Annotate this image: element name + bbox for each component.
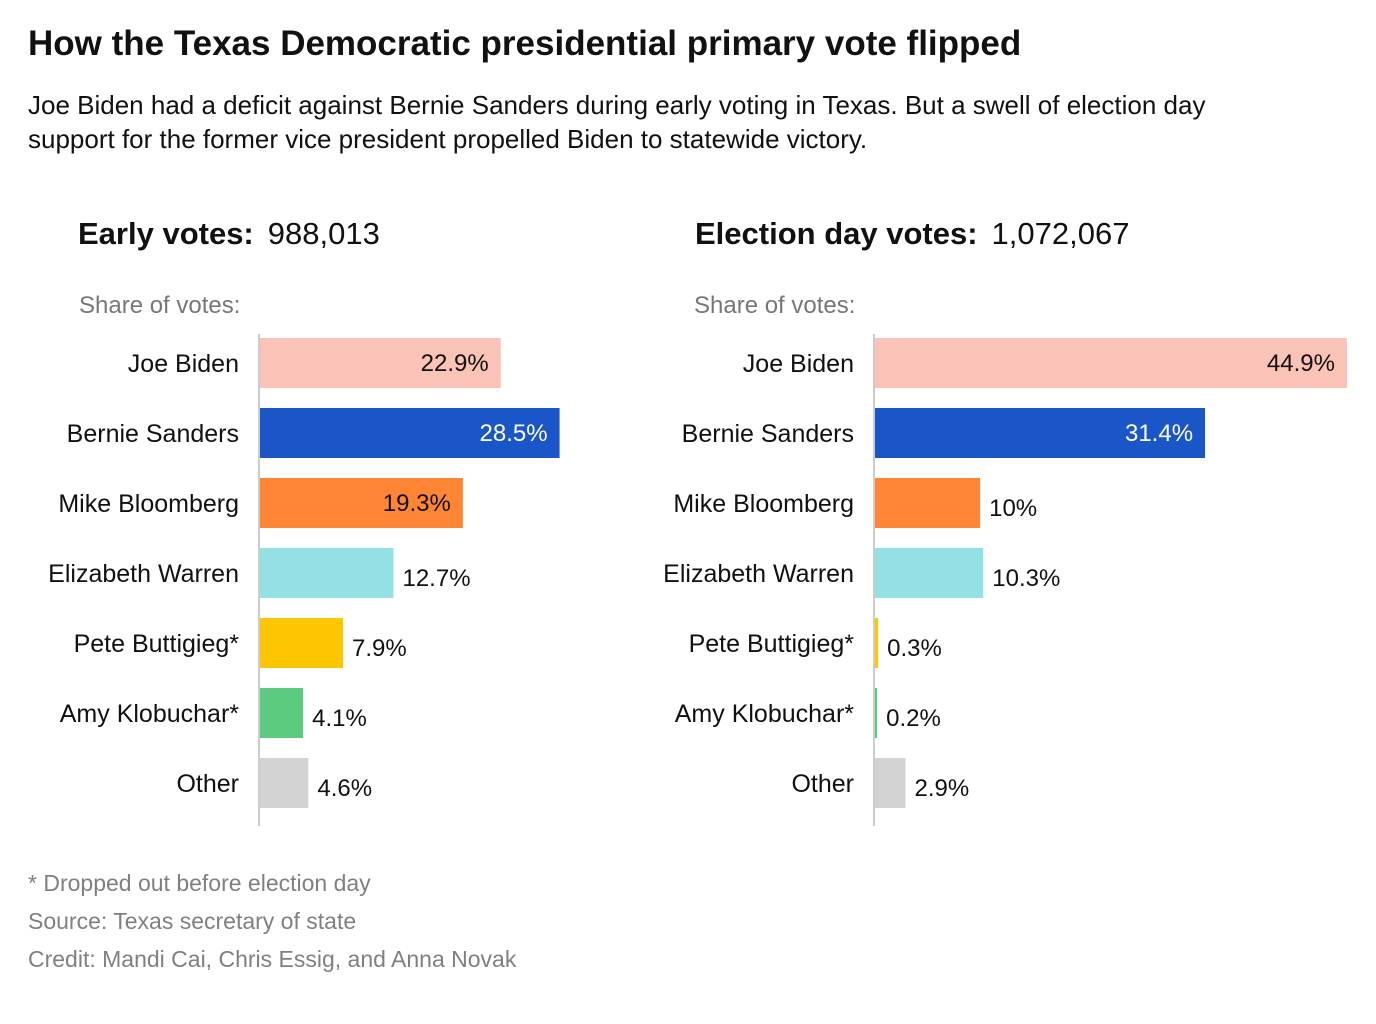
election-day-value-label-mike-bloomberg: 10%: [989, 495, 1037, 522]
election-day-share-label: Share of votes:: [694, 292, 856, 319]
early-bar-bernie-sanders: [260, 408, 560, 458]
early-value-label-other: 4.6%: [317, 775, 372, 802]
early-value-label-joe-biden: 22.9%: [421, 350, 489, 377]
early-bar-joe-biden: [260, 338, 501, 388]
early-category-label-pete-buttigieg: Pete Buttigieg*: [74, 630, 240, 658]
election-day-panel: Election day votes: 1,072,067 Share of vo…: [615, 210, 1347, 830]
election-day-total: 1,072,067: [991, 216, 1130, 251]
election-day-label: Election day votes:: [695, 216, 978, 251]
election-day-bar-chart: Joe Biden 44.9% Bernie Sanders 31.4% Mike Bl…: [663, 334, 1347, 826]
election-day-category-label-mike-bloomberg: Mike Bloomberg: [673, 490, 854, 518]
election-day-category-label-other: Other: [791, 770, 854, 798]
early-category-label-bernie-sanders: Bernie Sanders: [67, 420, 239, 448]
early-category-label-mike-bloomberg: Mike Bloomberg: [58, 490, 239, 518]
early-category-label-joe-biden: Joe Biden: [128, 350, 239, 378]
early-share-label: Share of votes:: [79, 292, 241, 319]
election-day-value-label-joe-biden: 44.9%: [1267, 350, 1335, 377]
election-day-value-label-other: 2.9%: [914, 775, 969, 802]
election-day-category-label-elizabeth-warren: Elizabeth Warren: [663, 560, 854, 588]
election-day-value-label-pete-buttigieg: 0.3%: [887, 635, 942, 662]
early-value-label-pete-buttigieg: 7.9%: [352, 635, 407, 662]
early-value-label-mike-bloomberg: 19.3%: [383, 490, 451, 517]
election-day-category-label-bernie-sanders: Bernie Sanders: [682, 420, 854, 448]
election-day-bar-mike-bloomberg: [875, 478, 981, 528]
election-day-value-label-amy-klobuchar: 0.2%: [886, 705, 941, 732]
election-day-bar-other: [875, 758, 906, 808]
early-value-label-amy-klobuchar: 4.1%: [312, 705, 367, 732]
election-day-bar-pete-buttigieg: [875, 618, 879, 668]
early-votes-header: Early votes: 988,013: [78, 216, 380, 252]
early-bar-other: [260, 758, 309, 808]
footnote-source: Source: Texas secretary of state: [28, 908, 357, 934]
early-category-label-other: Other: [176, 770, 239, 798]
early-bar-amy-klobuchar: [260, 688, 304, 738]
early-category-label-amy-klobuchar: Amy Klobuchar*: [60, 700, 240, 728]
early-category-label-elizabeth-warren: Elizabeth Warren: [48, 560, 239, 588]
election-day-bar-elizabeth-warren: [875, 548, 984, 598]
election-day-category-label-amy-klobuchar: Amy Klobuchar*: [675, 700, 855, 728]
early-votes-panel: Early votes: 988,013 Share of votes: Joe …: [0, 210, 700, 830]
election-day-bar-amy-klobuchar: [875, 688, 878, 738]
election-day-value-label-bernie-sanders: 31.4%: [1125, 420, 1193, 447]
early-votes-label: Early votes:: [78, 216, 254, 251]
chart-subtitle: Joe Biden had a deficit against Bernie S…: [28, 90, 1206, 154]
early-votes-bar-chart: Joe Biden 22.9% Bernie Sanders 28.5% Mike Bl…: [48, 334, 560, 826]
election-day-bar-bernie-sanders: [875, 408, 1206, 458]
footnote-dropped-out: * Dropped out before election day: [28, 870, 371, 896]
election-day-header: Election day votes: 1,072,067: [695, 216, 1129, 252]
election-day-category-label-joe-biden: Joe Biden: [743, 350, 854, 378]
election-day-category-label-pete-buttigieg: Pete Buttigieg*: [689, 630, 855, 658]
footnote-credit: Credit: Mandi Cai, Chris Essig, and Anna…: [28, 946, 517, 972]
election-day-value-label-elizabeth-warren: 10.3%: [992, 565, 1060, 592]
footnotes: * Dropped out before election day Source…: [28, 864, 516, 978]
election-day-bar-joe-biden: [875, 338, 1347, 388]
early-bar-pete-buttigieg: [260, 618, 344, 668]
early-bar-mike-bloomberg: [260, 478, 463, 528]
early-value-label-elizabeth-warren: 12.7%: [402, 565, 470, 592]
early-value-label-bernie-sanders: 28.5%: [480, 420, 548, 447]
early-bar-elizabeth-warren: [260, 548, 394, 598]
early-votes-total: 988,013: [267, 216, 380, 251]
chart-title: How the Texas Democratic presidential pr…: [28, 24, 1022, 63]
